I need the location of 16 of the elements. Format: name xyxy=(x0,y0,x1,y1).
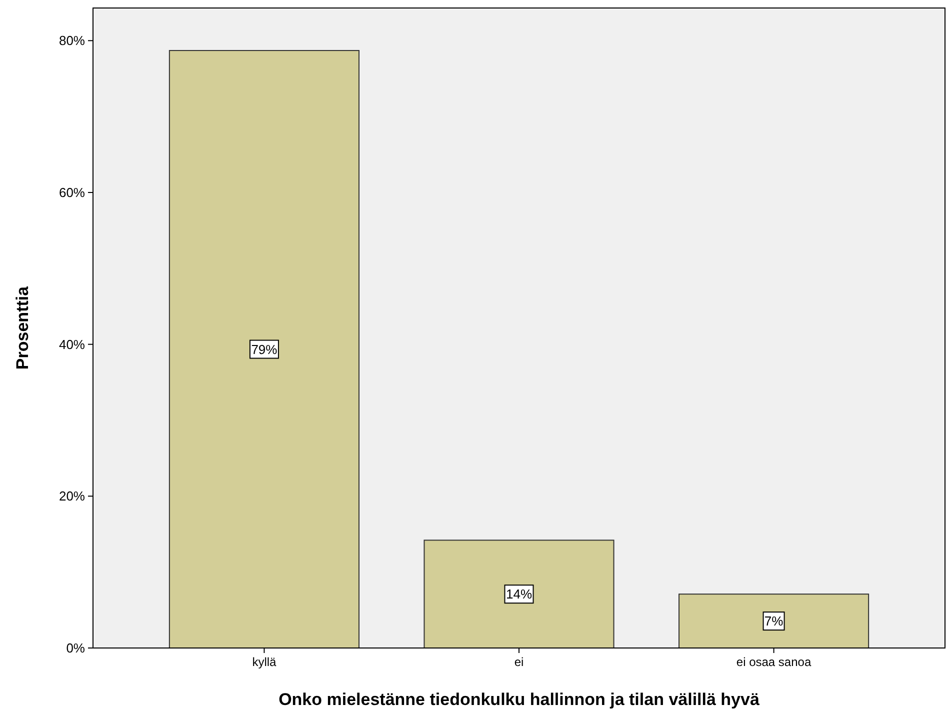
x-axis-title: Onko mielestänne tiedonkulku hallinnon ja tilan välillä hyvä xyxy=(278,690,760,709)
data-label: 7% xyxy=(764,614,784,629)
x-tick-label: ei osaa sanoa xyxy=(736,655,812,669)
x-tick-label: kyllä xyxy=(252,655,277,669)
y-tick-label: 80% xyxy=(58,33,86,48)
bar xyxy=(678,594,870,648)
data-label: 14% xyxy=(506,586,532,602)
y-tick-label: 20% xyxy=(58,488,86,504)
y-tick-label: 40% xyxy=(58,336,86,352)
y-tick-label: 0% xyxy=(66,640,86,656)
x-tick-label: ei xyxy=(514,655,524,669)
y-tick-label: 60% xyxy=(58,184,86,200)
bar xyxy=(168,50,360,648)
data-label: 79% xyxy=(251,342,278,357)
bar xyxy=(424,540,614,648)
y-axis-title: Prosenttia xyxy=(13,286,32,370)
